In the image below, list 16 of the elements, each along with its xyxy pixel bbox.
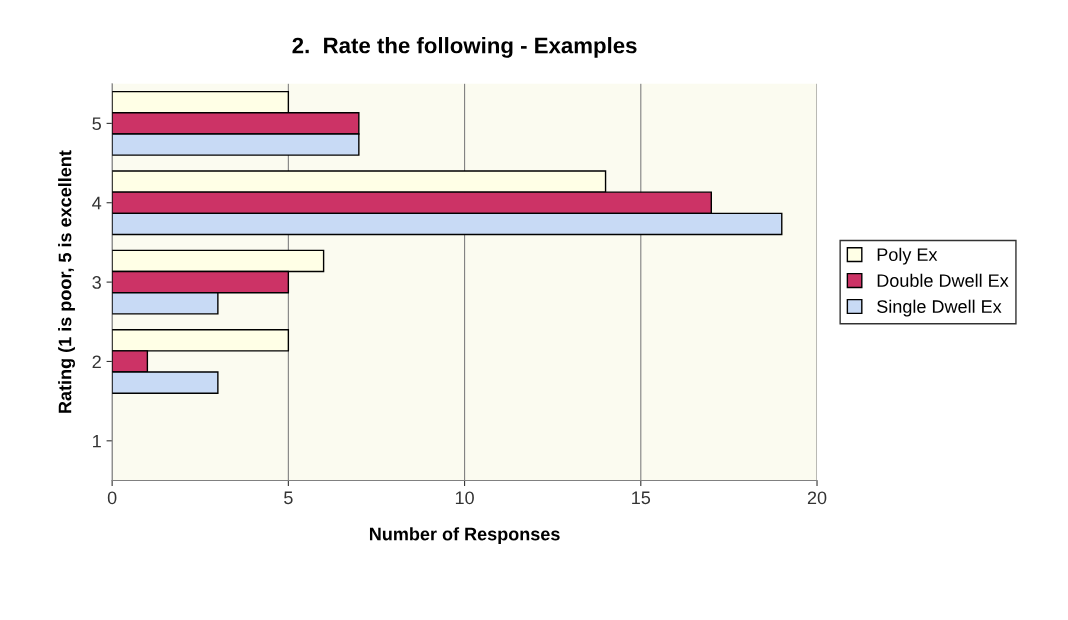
x-tick-label: 0 <box>107 491 117 505</box>
y-axis-title: Rating (1 is poor, 5 is excellent <box>58 150 76 413</box>
y-tick-label: 5 <box>92 117 101 131</box>
y-tick-label: 3 <box>92 276 101 289</box>
chart-title: 2. Rate the following - Examples <box>292 37 637 58</box>
x-tick-label: 5 <box>284 491 293 505</box>
legend-label: Double Dwell Ex <box>877 273 1009 287</box>
x-tick-label: 20 <box>807 491 827 505</box>
y-tick-label: 1 <box>93 434 101 448</box>
y-tick-label: 4 <box>92 196 102 210</box>
y-tick-label: 2 <box>92 355 101 368</box>
x-axis-title: Number of Responses <box>369 527 560 545</box>
legend-label: Single Dwell Ex <box>877 299 1002 317</box>
x-tick-label: 15 <box>632 491 651 505</box>
legend-label: Poly Ex <box>877 247 938 265</box>
x-tick-label: 10 <box>455 491 474 505</box>
